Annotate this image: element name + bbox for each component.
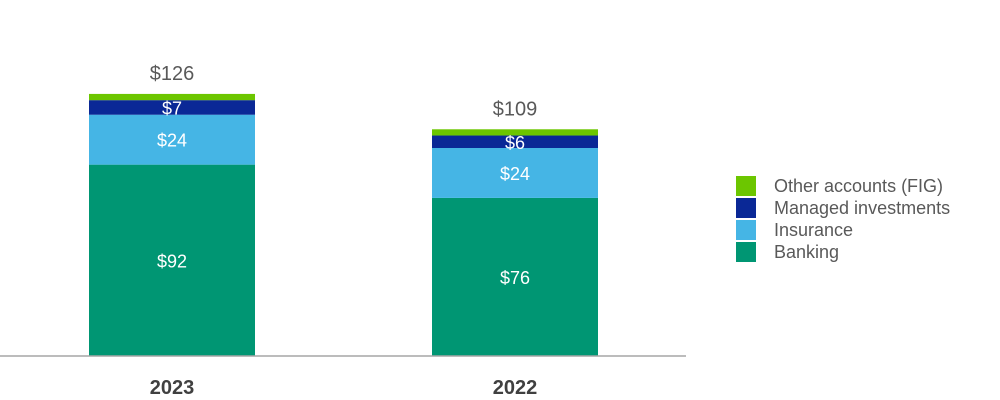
legend-swatch-insurance <box>736 220 756 240</box>
legend-item-managed-investments: Managed investments <box>736 197 950 219</box>
legend-swatch-banking <box>736 242 756 262</box>
bar-other-accounts-fig-2022 <box>432 129 598 136</box>
legend-label-managed-investments: Managed investments <box>774 197 951 218</box>
data-label-banking-2023: $92 <box>157 251 187 271</box>
category-label-2023: 2023 <box>150 377 195 399</box>
legend-swatch-managed-investments <box>736 198 756 218</box>
bar-managed-investments-2023 <box>89 100 255 115</box>
legend-item-insurance: Insurance <box>736 219 950 241</box>
category-labels-group: 2023 2022 <box>150 377 538 399</box>
bar-other-accounts-fig-2023 <box>89 93 255 101</box>
data-label-insurance-2023: $24 <box>157 131 187 151</box>
data-label-managed-investments-2023: $7 <box>162 98 182 118</box>
data-label-managed-investments-2022: $6 <box>505 133 525 153</box>
legend-item-banking: Banking <box>736 241 950 263</box>
category-label-2022: 2022 <box>493 377 538 399</box>
bars-group <box>89 93 598 356</box>
data-label-banking-2022: $76 <box>500 268 530 288</box>
data-label-insurance-2022: $24 <box>500 164 530 184</box>
bar-banking-2023 <box>89 164 255 356</box>
legend: Other accounts (FIG) Managed investments I… <box>736 175 950 263</box>
bar-insurance-2023 <box>89 114 255 165</box>
total-label-2022: $109 <box>493 98 538 120</box>
bar-managed-investments-2022 <box>432 135 598 148</box>
total-labels-group: $126 $109 <box>150 63 538 120</box>
legend-label-banking: Banking <box>774 241 840 262</box>
legend-item-other-accounts-fig: Other accounts (FIG) <box>736 175 950 197</box>
legend-swatch-other-accounts-fig <box>736 176 756 196</box>
bar-insurance-2022 <box>432 148 598 198</box>
segment-labels-group: $92 $24 $7 $76 $24 $6 <box>157 98 530 288</box>
total-label-2023: $126 <box>150 63 195 85</box>
legend-label-insurance: Insurance <box>774 219 854 240</box>
bar-banking-2022 <box>432 197 598 356</box>
legend-label-other-accounts-fig: Other accounts (FIG) <box>774 175 944 196</box>
